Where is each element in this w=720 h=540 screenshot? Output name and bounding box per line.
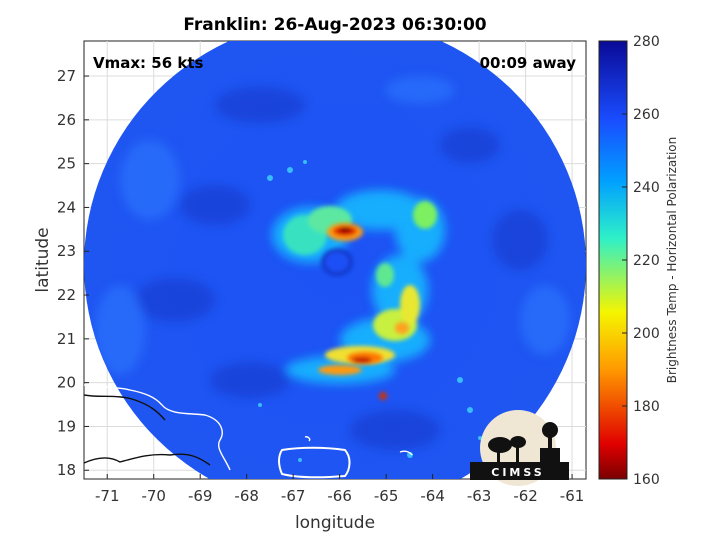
colorbar-tick-label: 180 (633, 399, 660, 415)
colorbar-tick-label: 280 (633, 34, 660, 50)
colorbar-tick-label: 200 (633, 326, 660, 342)
x-axis-label: longitude (295, 513, 375, 533)
x-axis-ticks: -71 -70 -69 -68 -67 -66 -65 -64 -63 -62 -61 (95, 474, 584, 505)
x-tick-label: -71 (95, 487, 120, 505)
colorbar-tick-label: 220 (633, 253, 660, 269)
x-tick-label: -62 (513, 487, 538, 505)
y-axis-ticks: 18 19 20 21 22 23 24 25 26 27 (57, 67, 89, 479)
colorbar-tick-label: 160 (633, 472, 660, 488)
time-away-annotation: 00:09 away (480, 54, 577, 72)
x-tick-label: -70 (141, 487, 166, 505)
logo-text: CIMSS (491, 466, 544, 479)
vmax-annotation: Vmax: 56 kts (93, 54, 203, 72)
y-tick-label: 25 (57, 155, 76, 173)
y-tick-label: 20 (57, 374, 76, 392)
y-tick-label: 24 (57, 198, 76, 216)
x-tick-label: -65 (374, 487, 399, 505)
coastlines (84, 384, 413, 479)
y-tick-label: 27 (57, 67, 76, 85)
x-tick-label: -66 (327, 487, 352, 505)
x-tick-label: -63 (467, 487, 492, 505)
y-tick-label: 21 (57, 330, 76, 348)
chart-title: Franklin: 26-Aug-2023 06:30:00 (183, 15, 486, 35)
y-tick-label: 22 (57, 286, 76, 304)
cimss-logo: CIMSS (470, 410, 569, 486)
x-tick-label: -68 (234, 487, 259, 505)
y-tick-label: 18 (57, 461, 76, 479)
x-tick-label: -64 (420, 487, 445, 505)
x-tick-label: -67 (281, 487, 306, 505)
y-tick-label: 26 (57, 111, 76, 129)
colorbar-tick-label: 260 (633, 107, 660, 123)
storm-eye (321, 248, 353, 276)
y-axis-label: latitude (33, 227, 53, 292)
y-tick-label: 19 (57, 417, 76, 435)
colorbar-label: Brightness Temp - Horizontal Polarizatio… (665, 137, 679, 384)
colorbar-ticks: 160 180 200 220 240 260 280 (622, 34, 660, 488)
x-tick-label: -61 (560, 487, 585, 505)
colorbar-tick-label: 240 (633, 180, 660, 196)
swath-image (84, 41, 586, 479)
y-tick-label: 23 (57, 242, 76, 260)
x-tick-label: -69 (188, 487, 213, 505)
